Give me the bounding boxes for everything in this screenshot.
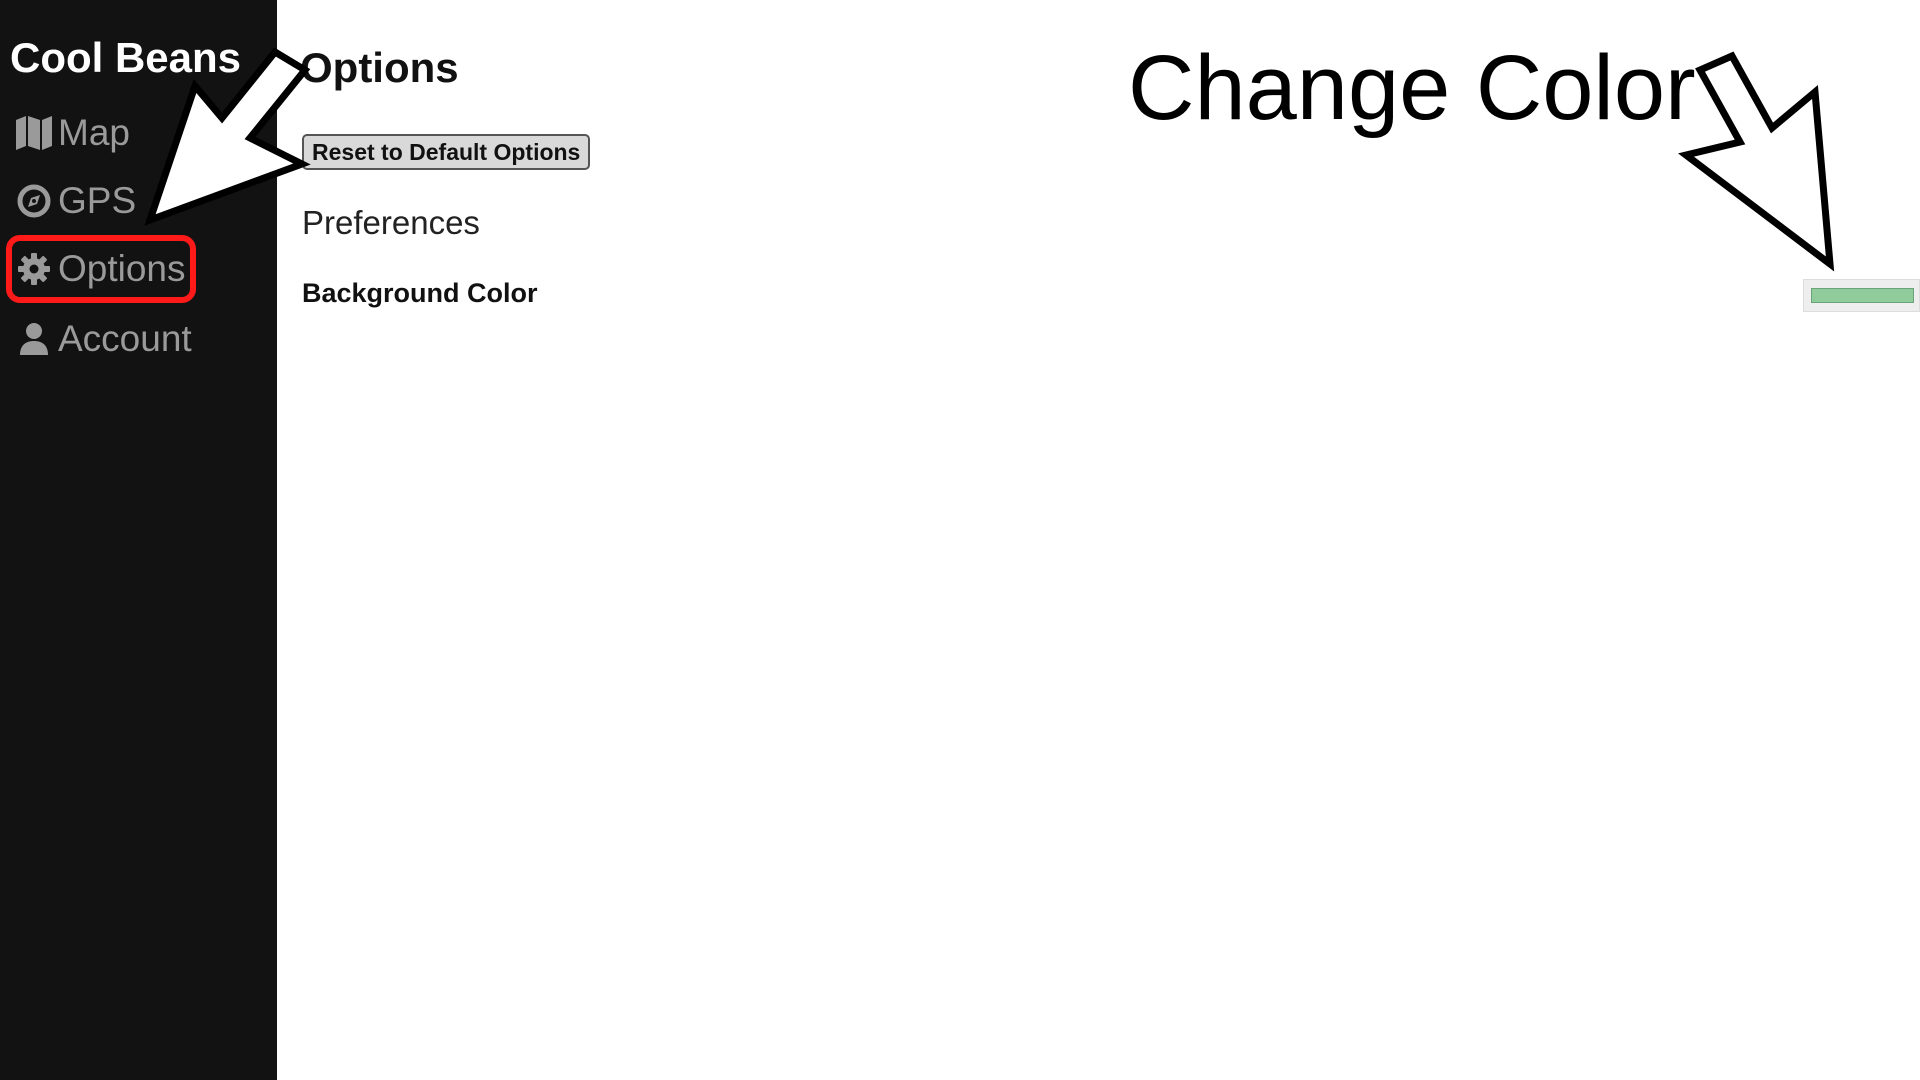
sidebar-item-label: GPS xyxy=(58,180,137,221)
background-color-picker[interactable] xyxy=(1803,279,1920,312)
color-swatch xyxy=(1811,288,1914,303)
brand-title: Cool Beans xyxy=(10,34,242,81)
map-icon xyxy=(12,111,56,155)
user-icon xyxy=(12,317,56,361)
sidebar-item-label: Account xyxy=(58,318,192,359)
sidebar: Cool Beans Map GPS xyxy=(0,0,277,1080)
gear-icon xyxy=(12,247,56,291)
sidebar-item-label: Options xyxy=(58,248,186,289)
reset-default-options-button[interactable]: Reset to Default Options xyxy=(302,134,591,170)
sidebar-item-options[interactable]: Options xyxy=(12,242,186,296)
arrow-icon-color xyxy=(1677,51,1835,272)
preferences-heading: Preferences xyxy=(302,204,480,241)
sidebar-item-label: Map xyxy=(58,112,130,153)
sidebar-item-map[interactable]: Map xyxy=(12,106,130,160)
page-title: Options xyxy=(300,44,459,91)
sidebar-item-account[interactable]: Account xyxy=(12,312,192,366)
sidebar-item-gps[interactable]: GPS xyxy=(12,174,136,228)
annotation-label: Change Color xyxy=(1128,37,1696,139)
compass-icon xyxy=(12,179,56,223)
background-color-label: Background Color xyxy=(302,278,538,308)
